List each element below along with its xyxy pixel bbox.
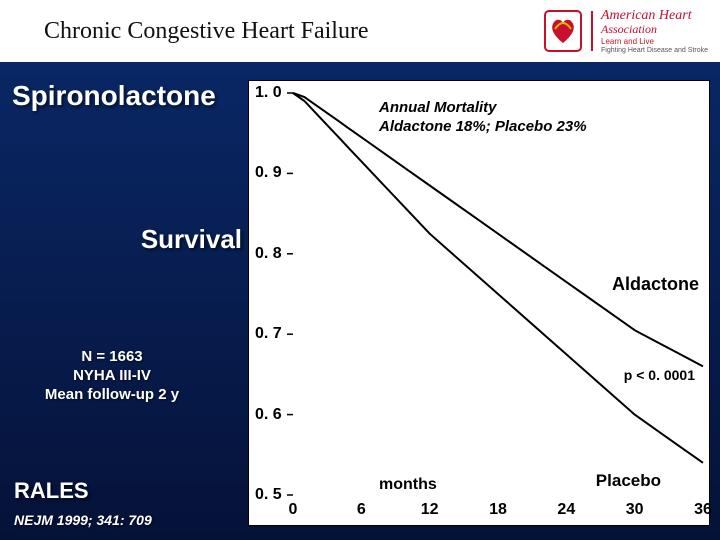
y-tick-label: 0. 6	[255, 406, 282, 424]
x-tick-label: 24	[557, 501, 575, 519]
x-tick-label: 12	[421, 501, 439, 519]
survival-chart: Annual Mortality Aldactone 18%; Placebo …	[248, 80, 710, 526]
content-area: Spironolactone Survival N = 1663 NYHA II…	[0, 62, 720, 540]
study-nyha: NYHA III-IV	[12, 367, 212, 386]
y-tick-label: 0. 5	[255, 486, 282, 504]
y-tick-label: 0. 7	[255, 325, 282, 343]
y-tick-label: 0. 9	[255, 164, 282, 182]
page-title: Chronic Congestive Heart Failure	[0, 18, 543, 45]
aha-tagline: Fighting Heart Disease and Stroke	[601, 47, 708, 54]
x-tick-label: 36	[694, 501, 712, 519]
x-tick-label: 30	[626, 501, 644, 519]
study-n: N = 1663	[12, 348, 212, 367]
aldactone-label: Aldactone	[612, 273, 699, 296]
aha-logo-block: American Heart Association Learn and Liv…	[543, 9, 720, 54]
header-bar: Chronic Congestive Heart Failure America…	[0, 0, 720, 62]
x-tick-label: 0	[289, 501, 298, 519]
divider-icon	[589, 9, 595, 53]
chart-svg	[249, 81, 711, 527]
placebo-label: Placebo	[596, 470, 661, 491]
aha-brand-top: American Heart	[601, 9, 692, 23]
study-followup: Mean follow-up 2 y	[12, 386, 212, 405]
aha-text-block: American Heart Association Learn and Liv…	[601, 9, 708, 54]
x-axis-label: months	[379, 475, 437, 495]
heart-badge-icon	[543, 9, 583, 53]
y-tick-label: 0. 8	[255, 245, 282, 263]
x-tick-label: 18	[489, 501, 507, 519]
mortality-line1: Annual Mortality	[379, 99, 587, 118]
aha-brand-bottom: Association	[601, 23, 657, 35]
survival-label: Survival	[141, 224, 242, 255]
p-value: p < 0. 0001	[624, 367, 695, 385]
mortality-annotation: Annual Mortality Aldactone 18%; Placebo …	[379, 99, 587, 137]
drug-name: Spironolactone	[12, 80, 242, 112]
mortality-line2: Aldactone 18%; Placebo 23%	[379, 118, 587, 137]
citation: NEJM 1999; 341: 709	[14, 512, 152, 528]
x-tick-label: 6	[357, 501, 366, 519]
study-info: N = 1663 NYHA III-IV Mean follow-up 2 y	[12, 348, 212, 404]
aha-learn: Learn and Live	[601, 37, 654, 46]
trial-name: RALES	[14, 478, 89, 504]
left-column: Spironolactone Survival N = 1663 NYHA II…	[12, 80, 242, 540]
y-tick-label: 1. 0	[255, 84, 282, 102]
